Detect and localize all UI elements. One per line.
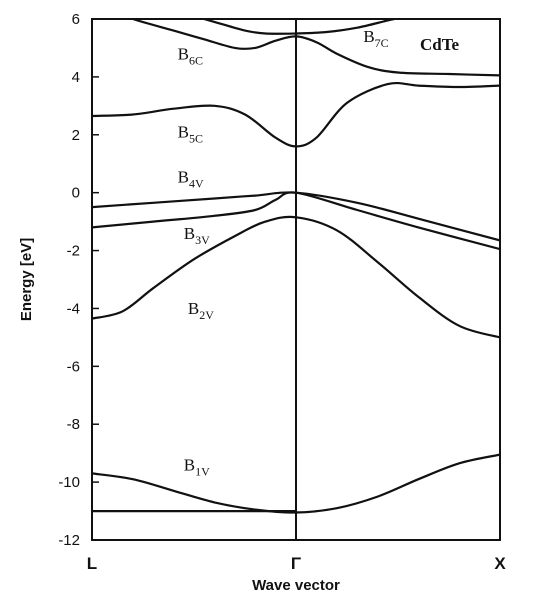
y-tick-label: 2 — [72, 127, 80, 144]
x-tick-label: L — [87, 554, 97, 573]
band-labels: B7C B6C B5C B4V B3V B2V B1V — [178, 27, 389, 478]
band-curve — [129, 19, 500, 77]
band-label: B7C — [363, 27, 388, 50]
band-label: B6C — [178, 45, 203, 68]
band-label: B4V — [178, 168, 204, 191]
x-tick-label: X — [494, 554, 506, 573]
band-curve — [92, 191, 500, 251]
y-tick-label: 6 — [72, 11, 80, 28]
y-tick-label: 4 — [72, 69, 80, 86]
x-tick-label: Γ — [291, 554, 301, 573]
band-curve — [92, 191, 500, 242]
band-label: B1V — [184, 456, 210, 479]
y-tick-label: -8 — [67, 416, 80, 433]
y-tick-label: -10 — [58, 474, 80, 491]
y-axis-ticks: 6 4 2 0 -2 -4 -6 -8 -10 -12 — [58, 11, 99, 549]
y-tick-label: -12 — [58, 532, 80, 549]
material-label: CdTe — [420, 35, 460, 54]
y-tick-label: -2 — [67, 243, 80, 260]
band-label: B2V — [188, 299, 214, 322]
band-curve — [92, 215, 500, 339]
y-tick-label: -6 — [67, 358, 80, 375]
y-axis-title: Energy [eV] — [18, 238, 35, 321]
band-label: B3V — [184, 224, 210, 247]
band-label: B5C — [178, 123, 203, 146]
y-tick-label: 0 — [72, 185, 80, 202]
y-tick-label: -4 — [67, 300, 80, 317]
x-axis-title: Wave vector — [252, 577, 340, 594]
